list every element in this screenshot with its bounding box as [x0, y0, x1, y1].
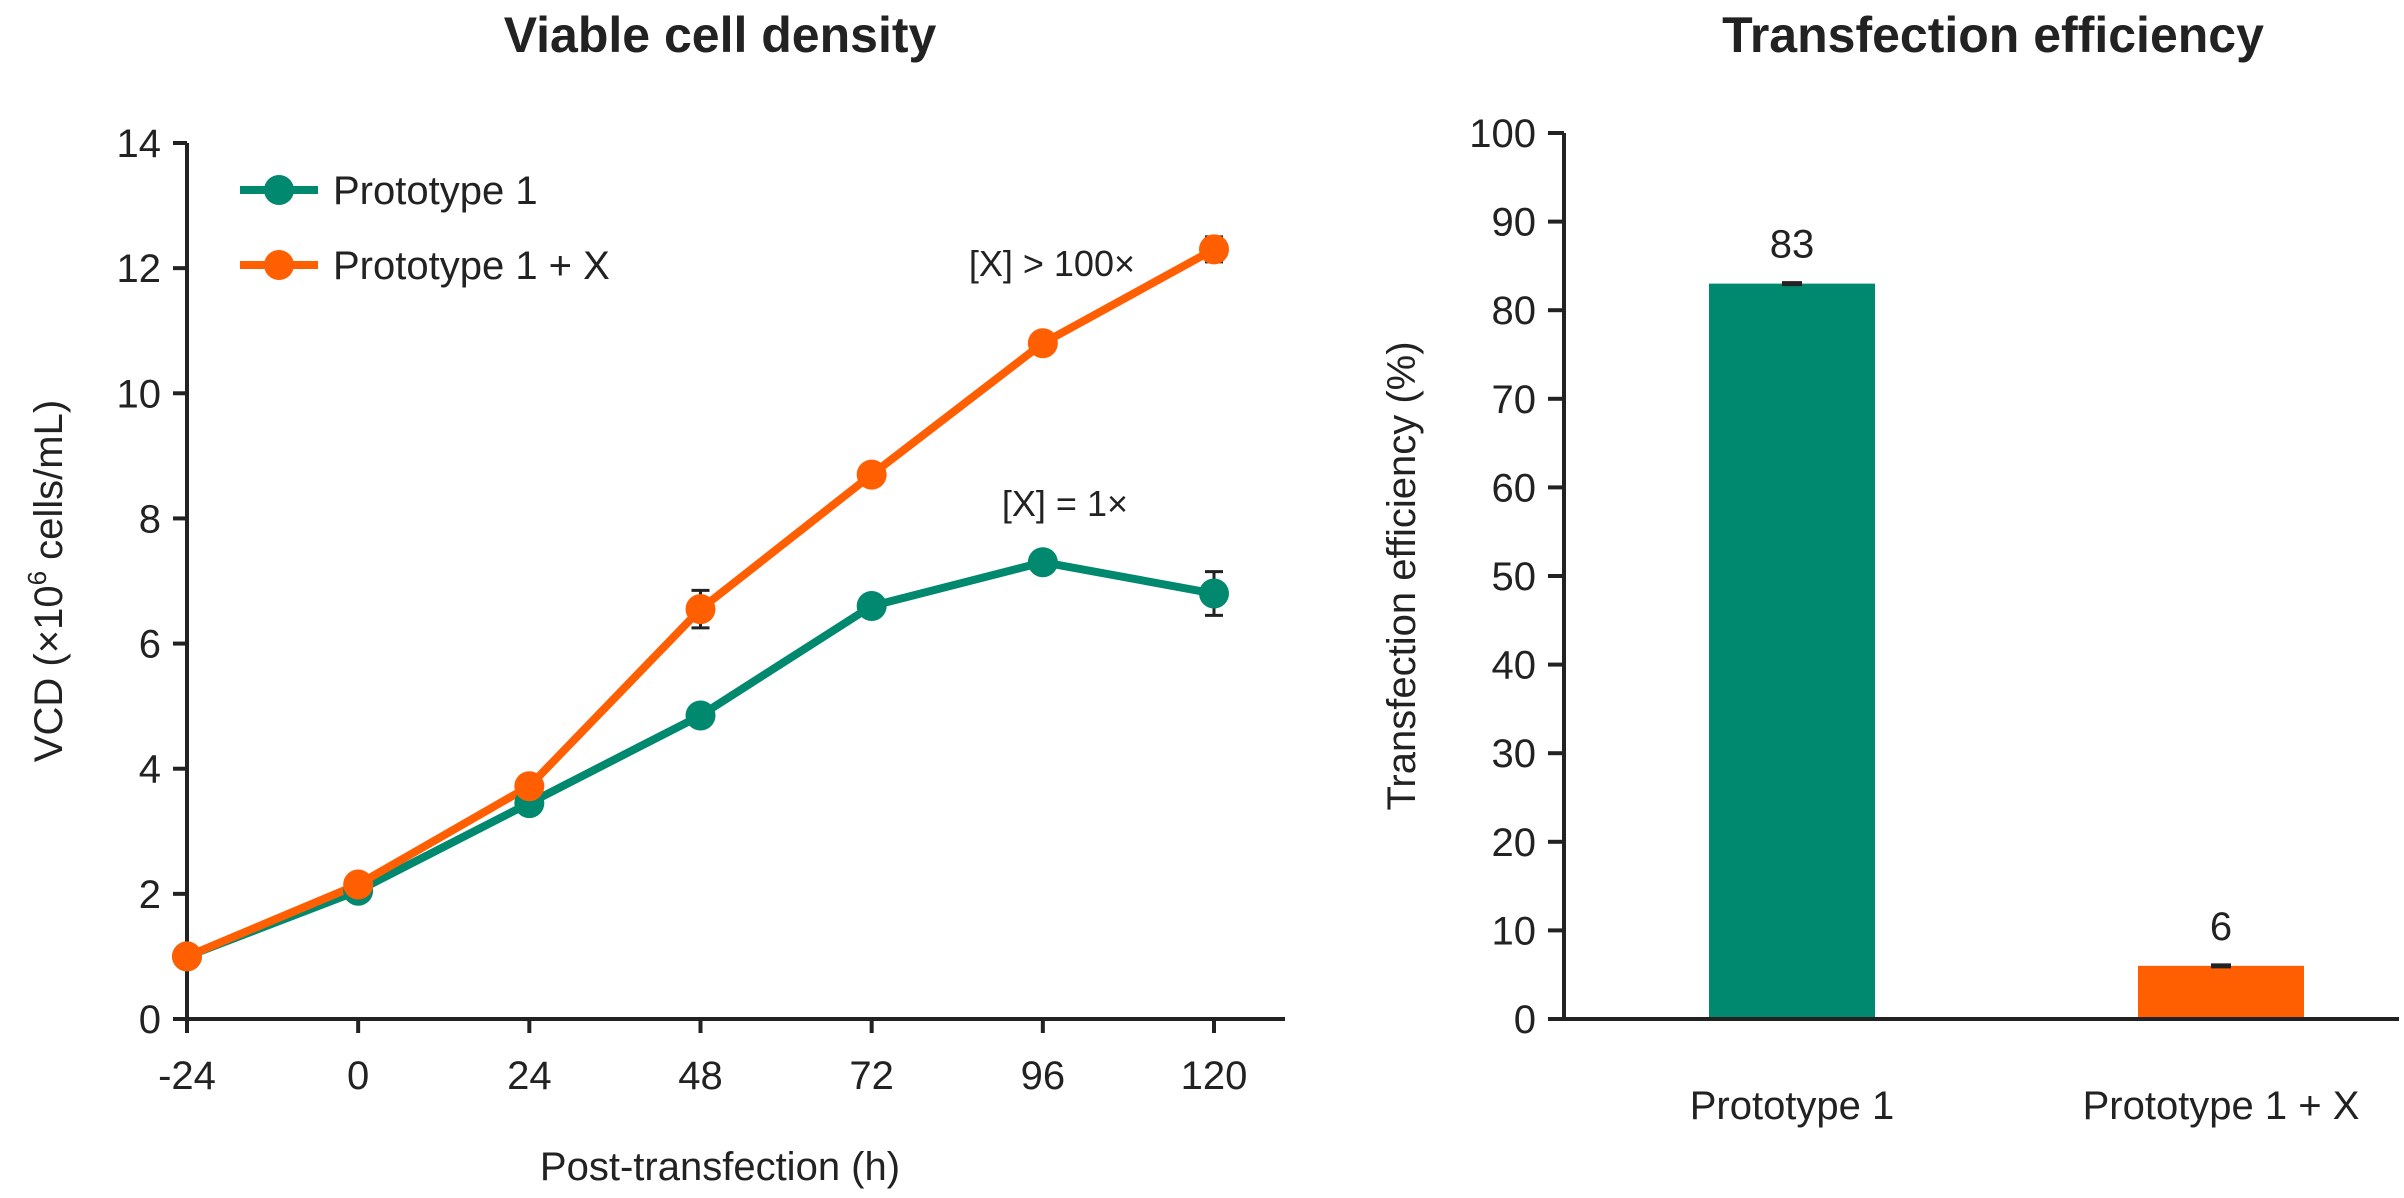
legend-swatch-marker-2	[264, 250, 294, 280]
annotation-high: [X] > 100×	[969, 243, 1135, 284]
vcd-x-axis-label: Post-transfection (h)	[540, 1145, 900, 1189]
legend: Prototype 1 Prototype 1 + X	[240, 169, 610, 288]
vcd-y-axis-label: VCD (×106 cells/mL)	[22, 400, 71, 762]
data-point-series-2	[1027, 328, 1058, 359]
data-point-series-2	[1199, 234, 1229, 265]
vcd-y-label-main: VCD (×10	[27, 585, 71, 762]
data-point-series-1	[685, 700, 716, 731]
legend-label-2: Prototype 1 + X	[333, 244, 610, 288]
transfection-y-tick-label: 100	[1469, 112, 1536, 156]
data-point-series-1	[1199, 578, 1229, 609]
vcd-y-tick-label: 12	[117, 247, 162, 291]
data-point-series-2	[856, 459, 887, 490]
data-point-series-2	[343, 869, 374, 900]
vcd-y-tick-label: 2	[139, 873, 161, 917]
vcd-y-label-tail: cells/mL)	[27, 400, 71, 571]
annotation-low: [X] = 1×	[1002, 483, 1128, 524]
vcd-y-label-sup: 6	[22, 571, 52, 585]
vcd-chart: Viable cell density Post-transfection (h…	[22, 7, 1285, 1189]
bar-2	[2138, 965, 2304, 1019]
bar-data-label: 6	[2210, 905, 2232, 949]
vcd-x-tick-label: 72	[849, 1054, 894, 1098]
vcd-x-tick-label: 0	[347, 1054, 369, 1098]
transfection-y-tick-label: 30	[1492, 732, 1537, 776]
vcd-y-tick-label: 14	[117, 122, 162, 166]
vcd-y-tick-label: 8	[139, 497, 161, 541]
vcd-y-tick-label: 10	[117, 372, 162, 416]
data-point-series-1	[1027, 547, 1058, 578]
legend-label-1: Prototype 1	[333, 169, 538, 213]
transfection-y-tick-label: 20	[1492, 821, 1537, 865]
data-point-series-2	[514, 771, 545, 802]
data-point-series-2	[685, 594, 716, 625]
data-point-series-2	[172, 941, 202, 972]
vcd-y-tick-label: 6	[139, 623, 161, 667]
category-label: Prototype 1	[1690, 1084, 1895, 1128]
bar-1	[1709, 283, 1875, 1019]
vcd-y-tick-label: 0	[139, 998, 161, 1042]
transfection-y-tick-label: 50	[1492, 555, 1537, 599]
vcd-x-tick-label: 96	[1021, 1054, 1066, 1098]
transfection-y-tick-label: 0	[1514, 998, 1536, 1042]
transfection-y-tick-label: 40	[1492, 644, 1537, 688]
vcd-x-tick-label: 120	[1181, 1054, 1248, 1098]
vcd-x-tick-label: 24	[507, 1054, 552, 1098]
transfection-y-tick-label: 10	[1492, 909, 1537, 953]
transfection-y-tick-label: 80	[1492, 289, 1537, 333]
transfection-title: Transfection efficiency	[1722, 7, 2264, 63]
category-label: Prototype 1 + X	[2083, 1084, 2360, 1128]
legend-swatch-marker-1	[264, 175, 294, 205]
transfection-chart: Transfection efficiency Transfection eff…	[1380, 7, 2399, 1128]
vcd-x-tick-label: -24	[158, 1054, 216, 1098]
transfection-y-tick-label: 60	[1492, 466, 1537, 510]
bar-data-label: 83	[1770, 223, 1815, 267]
transfection-y-tick-label: 70	[1492, 378, 1537, 422]
transfection-y-tick-label: 90	[1492, 201, 1537, 245]
vcd-title: Viable cell density	[504, 7, 937, 63]
transfection-y-axis-label: Transfection efficiency (%)	[1380, 341, 1424, 810]
vcd-y-tick-label: 4	[139, 748, 161, 792]
vcd-x-tick-label: 48	[678, 1054, 723, 1098]
data-point-series-1	[856, 591, 887, 622]
